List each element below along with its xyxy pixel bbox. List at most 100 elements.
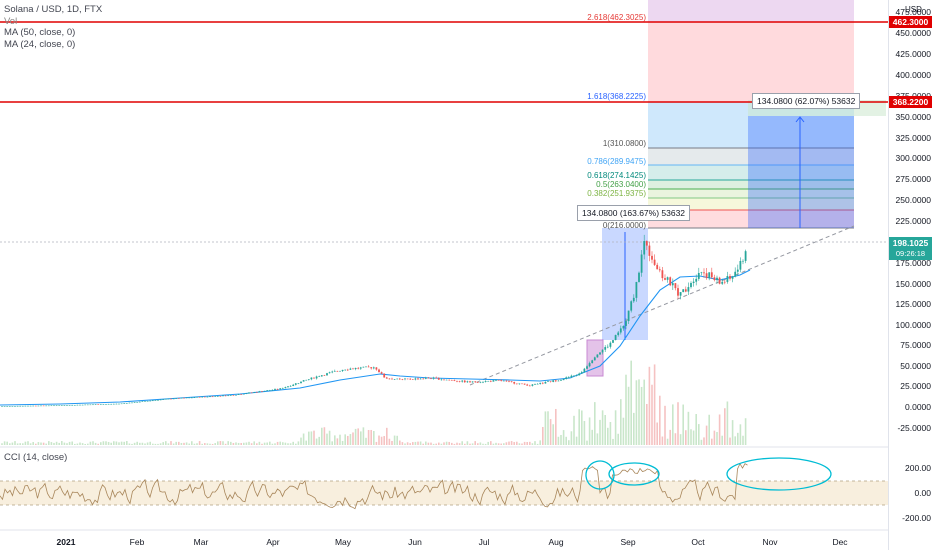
- time-tick-feb: Feb: [129, 537, 145, 547]
- volume-bar: [620, 399, 622, 445]
- candle-body: [328, 372, 331, 374]
- candle-body: [136, 402, 139, 403]
- candle-body: [710, 272, 713, 278]
- candle-body: [669, 277, 672, 286]
- candle-body: [497, 380, 500, 381]
- volume-bar: [648, 366, 651, 445]
- price-axis[interactable]: USD 475.0000 450.0000 425.0000 400.0000 …: [888, 0, 932, 550]
- volume-bar: [448, 441, 450, 445]
- candle-body: [170, 398, 172, 400]
- candle-body: [242, 393, 245, 395]
- candle-body: [268, 390, 271, 391]
- volume-bar: [141, 442, 144, 445]
- time-tick-sep: Sep: [620, 537, 636, 547]
- volume-bar: [742, 435, 744, 445]
- volume-bar: [178, 441, 180, 445]
- symbol-title[interactable]: Solana / USD, 1D, FTX: [4, 4, 103, 15]
- fib-label-2618: 2.618(462.3025): [587, 13, 646, 22]
- candle-body: [560, 380, 562, 381]
- candle-body: [495, 380, 497, 381]
- candle-body: [658, 269, 661, 271]
- volume-bar: [666, 438, 669, 445]
- volume-bar: [349, 434, 352, 445]
- candle-body: [11, 405, 14, 407]
- candle-body: [482, 381, 484, 383]
- candle-body: [463, 380, 466, 383]
- volume-bar: [560, 434, 562, 445]
- volume-bar: [552, 424, 554, 445]
- candle-body: [731, 276, 734, 279]
- candle-body: [196, 397, 198, 398]
- candle-body: [89, 404, 92, 406]
- candle-body: [526, 384, 529, 386]
- volume-bar: [362, 427, 365, 445]
- candle-body: [92, 404, 94, 406]
- candle-body: [539, 382, 542, 384]
- volume-bar: [211, 443, 214, 445]
- candle-body: [580, 372, 583, 374]
- candle-body: [281, 388, 284, 389]
- candle-body: [578, 373, 581, 376]
- volume-bar: [347, 435, 349, 445]
- legend-vol[interactable]: Vol: [4, 15, 18, 27]
- volume-bar: [300, 437, 302, 445]
- volume-bar: [594, 402, 596, 445]
- volume-bar: [50, 442, 53, 445]
- last-price-label: 198.1025: [889, 237, 932, 249]
- fib-label-0618: 0.618(274.1425): [587, 171, 646, 180]
- volume-bar: [76, 443, 79, 445]
- candle-body: [744, 251, 747, 261]
- fib-label-1618: 1.618(368.2225): [587, 92, 646, 101]
- measure-tooltip-2: 134.0800 (62.07%) 53632: [752, 93, 861, 109]
- volume-bar: [622, 417, 625, 445]
- legend-ma24[interactable]: MA (24, close, 0): [4, 38, 76, 50]
- volume-bar: [71, 441, 73, 445]
- trendline[interactable]: [469, 225, 855, 386]
- candle-body: [656, 264, 659, 270]
- fib-label-0786: 0.786(289.9475): [587, 157, 646, 166]
- volume-bar: [261, 443, 263, 445]
- volume-bar: [705, 425, 708, 445]
- candle-body: [671, 283, 674, 286]
- candle-body: [188, 397, 191, 399]
- candle-body: [105, 404, 107, 405]
- volume-bar: [365, 437, 367, 445]
- volume-bar: [406, 442, 409, 445]
- volume-bar: [131, 443, 133, 445]
- volume-bar: [248, 441, 250, 445]
- candle-body: [385, 377, 388, 379]
- cci-legend[interactable]: CCI (14, close): [4, 452, 68, 463]
- candle-body: [84, 404, 87, 406]
- volume-bar: [401, 442, 404, 445]
- candle-body: [333, 371, 336, 372]
- candle-body: [445, 379, 448, 381]
- candle-body: [305, 379, 308, 381]
- time-tick-2021: 2021: [56, 537, 76, 547]
- candle-body: [453, 380, 456, 381]
- candle-body: [115, 403, 118, 405]
- volume-bar: [575, 436, 578, 445]
- candle-body: [177, 398, 180, 399]
- volume-bar: [672, 404, 674, 445]
- cci-band: [0, 481, 888, 505]
- volume-bar: [310, 431, 313, 445]
- candlesticks: [1, 234, 747, 407]
- candle-body: [708, 272, 711, 279]
- volume-bar: [331, 441, 333, 445]
- legend-ma50[interactable]: MA (50, close, 0): [4, 27, 76, 38]
- candle-body: [417, 378, 419, 380]
- candle-body: [518, 383, 521, 385]
- volume-bar: [339, 434, 341, 445]
- volume-bar: [40, 442, 42, 445]
- volume-bar: [521, 443, 523, 445]
- price-chart[interactable]: [0, 0, 888, 550]
- volume-bar: [438, 442, 440, 445]
- candle-body: [554, 380, 557, 382]
- candle-body: [404, 378, 406, 380]
- candle-body: [573, 375, 575, 377]
- volume-bar: [253, 441, 255, 445]
- candle-body: [224, 395, 227, 397]
- candle-body: [586, 366, 588, 369]
- volume-bar: [739, 424, 742, 445]
- volume-bar: [708, 414, 710, 445]
